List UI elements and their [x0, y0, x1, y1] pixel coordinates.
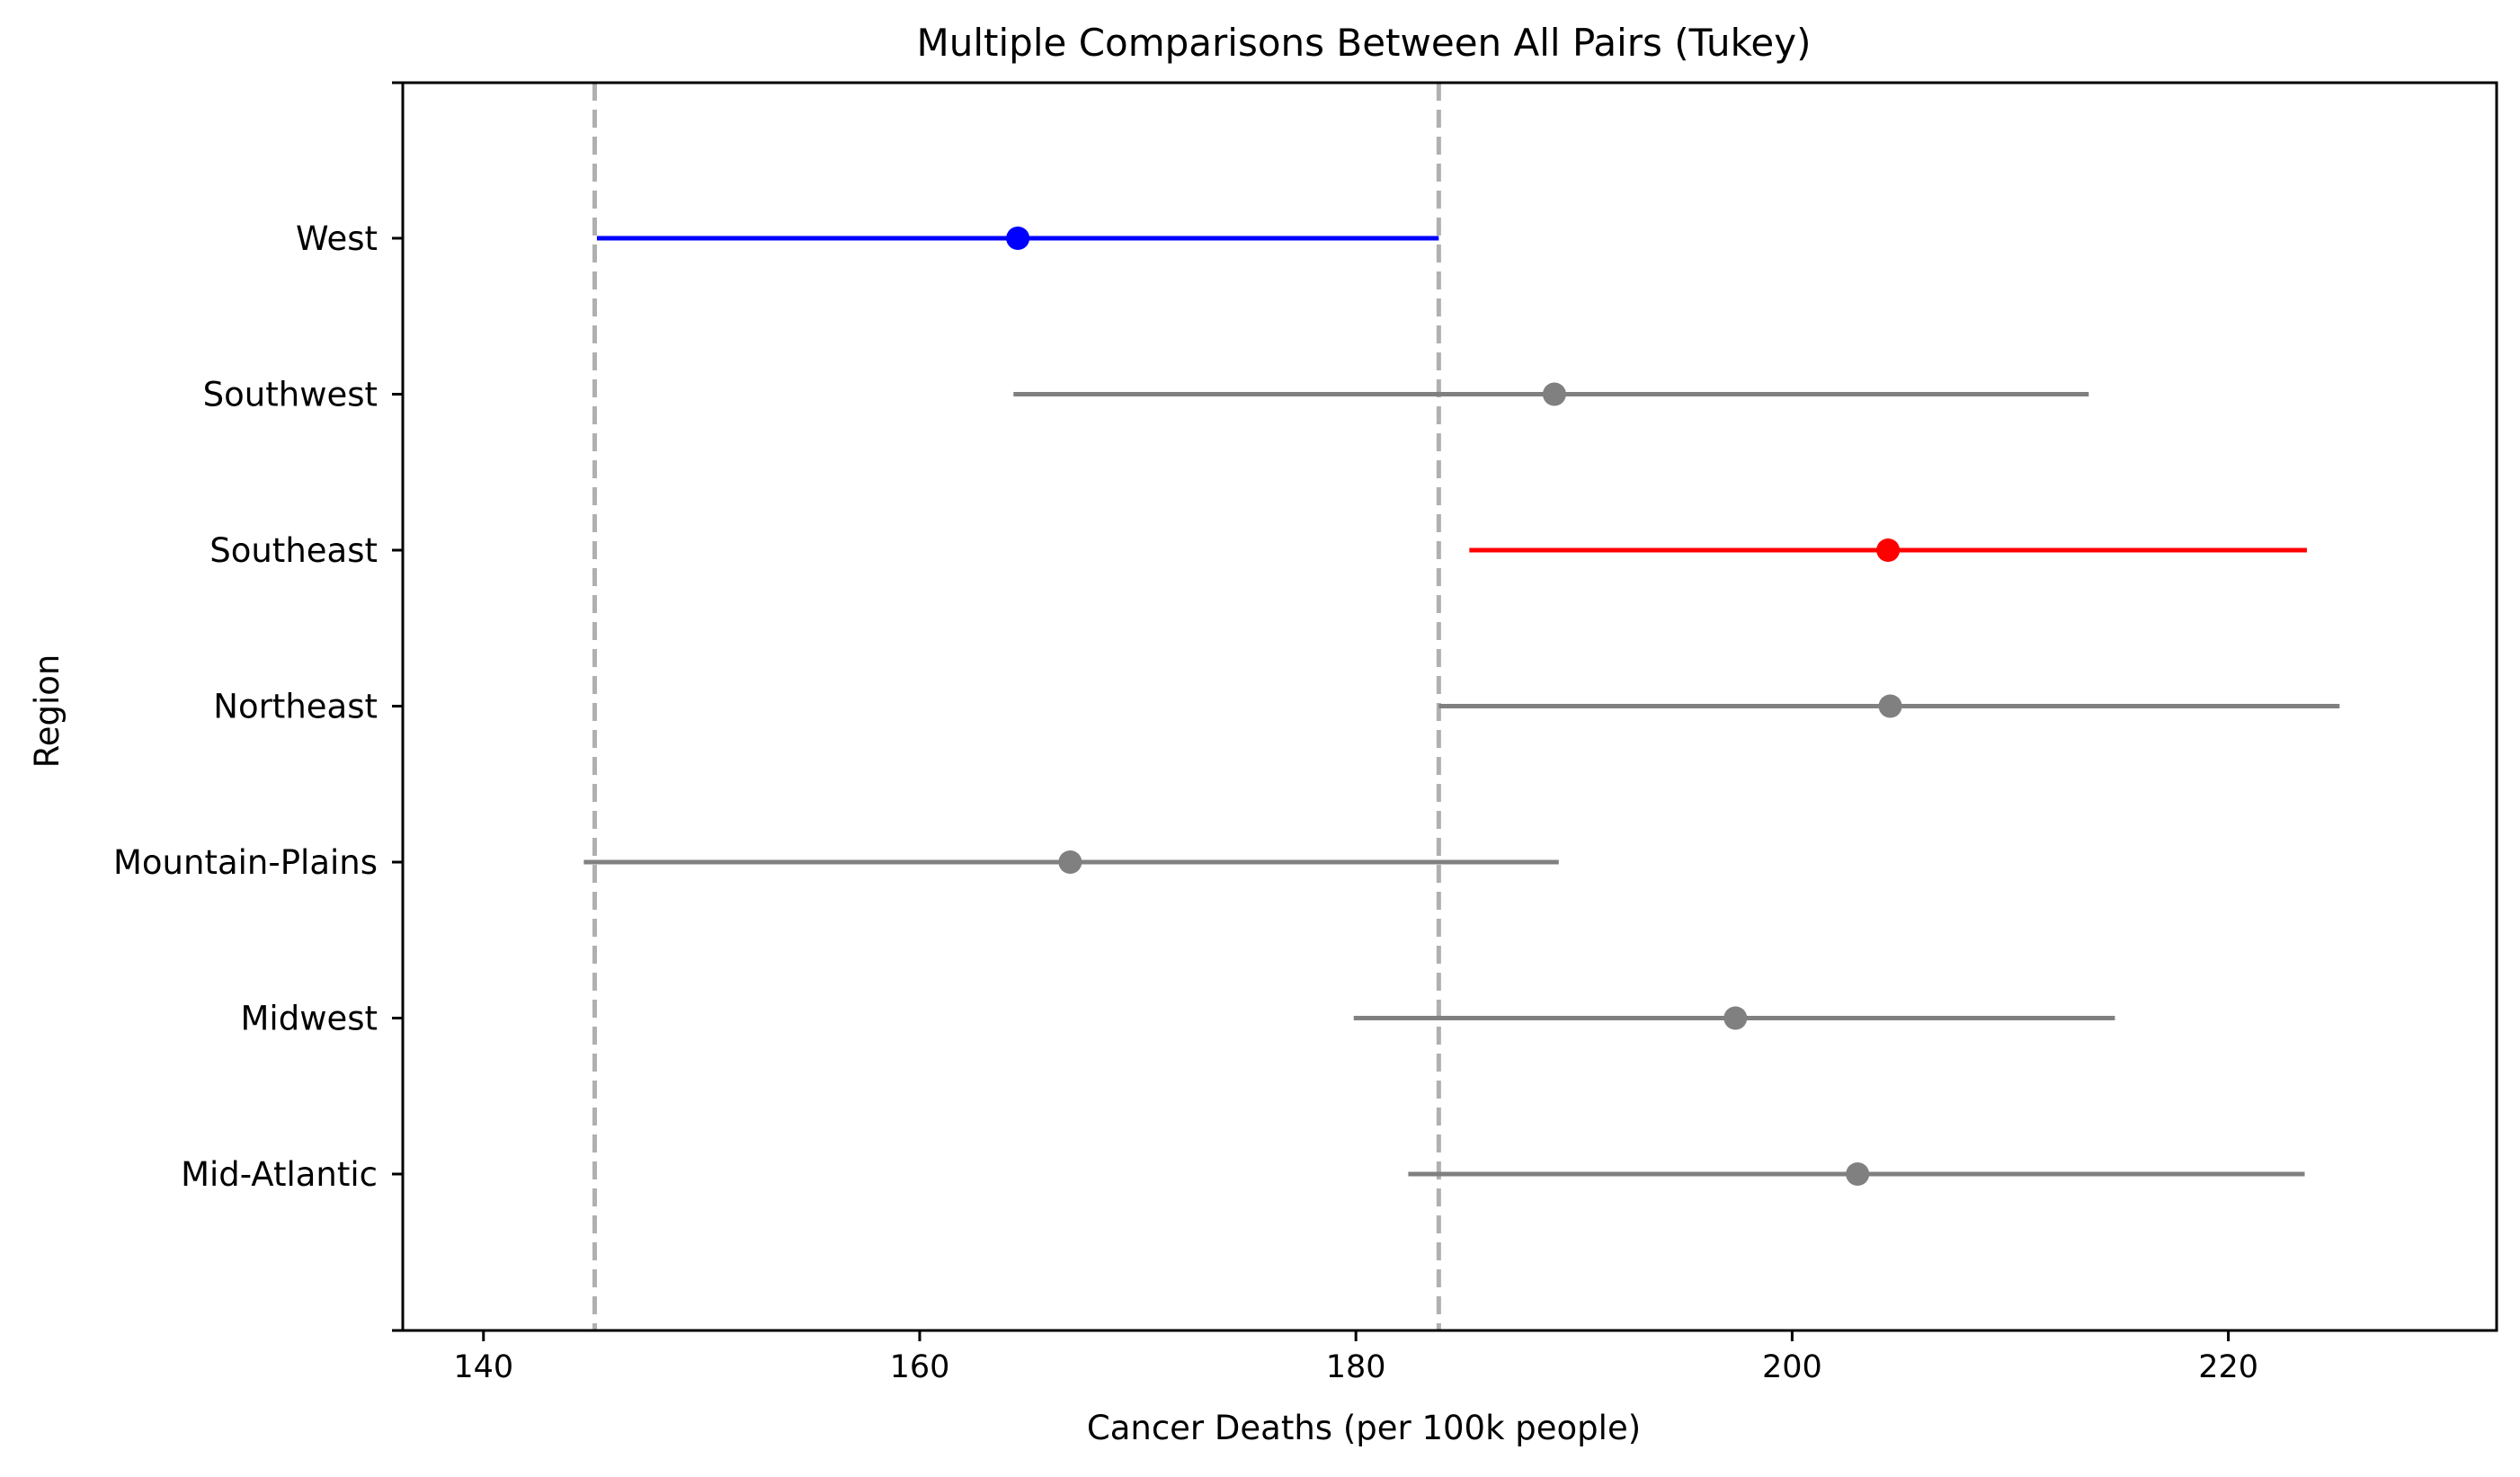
y-tick-label-mountain-plains: Mountain-Plains: [113, 843, 378, 882]
mean-point-southwest: [1542, 382, 1566, 406]
x-tick-label-140: 140: [453, 1349, 513, 1385]
mean-point-northeast: [1878, 694, 1902, 718]
x-tick-label-180: 180: [1326, 1349, 1386, 1385]
y-axis-label: Region: [28, 654, 67, 769]
mean-point-west: [1006, 227, 1030, 250]
x-tick-label-220: 220: [2198, 1349, 2258, 1385]
y-tick-label-mid-atlantic: Mid-Atlantic: [181, 1155, 378, 1194]
x-tick-label-160: 160: [890, 1349, 950, 1385]
x-tick-label-200: 200: [1762, 1349, 1822, 1385]
y-tick-label-southwest: Southwest: [203, 376, 378, 414]
mean-point-mid-atlantic: [1846, 1162, 1870, 1186]
mean-point-southeast: [1876, 538, 1901, 562]
y-tick-label-southeast: Southeast: [209, 531, 378, 570]
plot-area: 140 160 180 200 220 West Southwest Southeast Nor…: [113, 81, 2498, 1385]
y-tick-label-midwest: Midwest: [241, 1000, 378, 1038]
chart-title: Multiple Comparisons Between All Pairs (…: [917, 21, 1812, 65]
x-axis-label: Cancer Deaths (per 100k people): [1087, 1409, 1641, 1447]
mean-point-midwest: [1723, 1006, 1748, 1030]
mean-point-mountain-plains: [1058, 850, 1082, 874]
y-tick-label-northeast: Northeast: [213, 688, 378, 726]
y-tick-label-west: West: [296, 219, 378, 258]
